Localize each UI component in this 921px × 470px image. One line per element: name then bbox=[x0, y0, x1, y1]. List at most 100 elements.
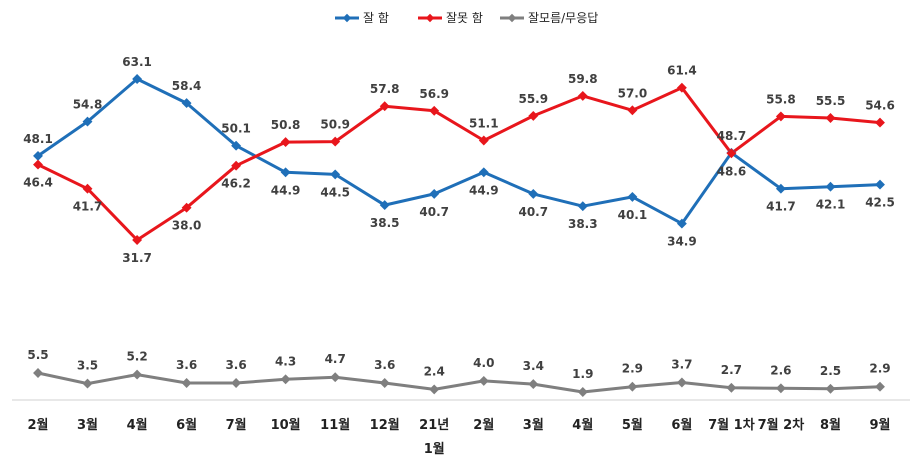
data-point-bad bbox=[280, 137, 291, 148]
data-point-good bbox=[875, 179, 885, 190]
data-point-bad bbox=[132, 235, 143, 245]
data-label-good: 58.4 bbox=[172, 79, 202, 93]
data-label-unknown: 2.4 bbox=[424, 364, 445, 378]
data-point-good bbox=[676, 218, 687, 229]
legend-label: 잘못 함 bbox=[446, 11, 483, 25]
data-point-bad bbox=[775, 111, 786, 122]
data-point-bad bbox=[577, 90, 588, 101]
data-label-unknown: 4.0 bbox=[473, 356, 494, 370]
data-point-unknown bbox=[181, 378, 192, 388]
data-label-good: 42.1 bbox=[816, 198, 846, 212]
legend-swatch-marker bbox=[425, 13, 435, 23]
data-label-bad: 59.8 bbox=[568, 72, 598, 86]
data-point-bad bbox=[528, 110, 539, 121]
data-label-bad: 55.8 bbox=[766, 92, 796, 106]
data-label-unknown: 2.9 bbox=[622, 362, 643, 376]
data-point-unknown bbox=[676, 377, 687, 388]
data-label-bad: 38.0 bbox=[172, 219, 202, 233]
x-tick-label: 7월 1차 bbox=[708, 417, 755, 433]
data-point-unknown bbox=[231, 378, 242, 388]
data-point-unknown bbox=[528, 379, 539, 390]
x-tick-label: 4월 bbox=[572, 417, 593, 433]
data-label-bad: 54.6 bbox=[865, 99, 895, 113]
x-tick-label: 7월 2차 bbox=[758, 417, 805, 433]
data-point-unknown bbox=[875, 381, 885, 392]
data-label-good: 48.7 bbox=[717, 129, 747, 143]
data-label-unknown: 4.3 bbox=[275, 354, 296, 368]
x-tick-label: 10월 bbox=[271, 417, 301, 433]
data-point-unknown bbox=[627, 381, 638, 392]
legend: 잘 함 잘못 함 잘모름/무응답 bbox=[335, 11, 598, 25]
data-point-unknown bbox=[429, 384, 440, 395]
data-point-good bbox=[379, 200, 390, 211]
data-label-unknown: 3.6 bbox=[374, 358, 395, 372]
data-label-unknown: 3.6 bbox=[225, 358, 246, 372]
data-label-good: 54.8 bbox=[73, 98, 103, 112]
x-tick-label: 6월 bbox=[176, 417, 197, 433]
legend-item-bad: 잘못 함 bbox=[418, 11, 483, 25]
x-tick-label: 9월 bbox=[869, 417, 890, 433]
data-label-good: 40.7 bbox=[518, 205, 548, 219]
series-line-bad bbox=[37, 86, 881, 242]
legend-label: 잘 함 bbox=[363, 11, 389, 25]
data-point-good bbox=[825, 181, 836, 192]
data-label-bad: 55.9 bbox=[518, 92, 548, 106]
data-label-bad: 46.2 bbox=[221, 177, 251, 191]
x-tick-labels: 2월 3월 4월 6월 7월 10월 11월 12월 21년 1월 2월 3월 4월 5월 6월 7월 1차 7… bbox=[27, 417, 890, 457]
data-label-unknown: 2.7 bbox=[721, 363, 742, 377]
data-point-unknown bbox=[825, 383, 836, 394]
data-point-unknown bbox=[379, 378, 390, 388]
series-lines bbox=[37, 77, 881, 394]
legend-item-unknown: 잘모름/무응답 bbox=[500, 11, 598, 25]
data-point-bad bbox=[33, 159, 43, 170]
legend-label: 잘모름/무응답 bbox=[528, 11, 598, 25]
data-point-bad bbox=[676, 82, 687, 93]
x-tick-label: 4월 bbox=[127, 417, 148, 433]
legend-swatch-marker bbox=[342, 13, 352, 23]
data-label-bad: 41.7 bbox=[73, 200, 103, 214]
data-label-bad: 31.7 bbox=[122, 251, 152, 265]
data-label-unknown: 5.5 bbox=[27, 348, 48, 362]
data-label-good: 63.1 bbox=[122, 55, 152, 69]
data-point-bad bbox=[627, 105, 638, 116]
data-point-bad bbox=[875, 117, 885, 128]
data-point-bad bbox=[181, 202, 192, 213]
data-label-bad: 57.0 bbox=[618, 86, 648, 100]
data-point-bad bbox=[82, 183, 93, 194]
x-tick-label: 21년 1월 bbox=[419, 418, 449, 457]
data-point-good bbox=[231, 140, 242, 151]
data-label-good: 48.1 bbox=[23, 132, 53, 146]
data-label-good: 41.7 bbox=[766, 200, 796, 214]
data-point-bad bbox=[330, 136, 341, 147]
data-point-good bbox=[330, 169, 341, 180]
data-label-good: 50.1 bbox=[221, 122, 251, 136]
data-label-unknown: 3.4 bbox=[523, 359, 544, 373]
data-labels: 48.1 54.8 63.1 58.4 50.1 44.9 44.5 38.5 40.7 44.9… bbox=[23, 55, 895, 381]
data-label-unknown: 4.7 bbox=[325, 352, 346, 366]
data-point-unknown bbox=[33, 368, 43, 378]
data-label-bad: 56.9 bbox=[419, 87, 449, 101]
data-label-good: 42.5 bbox=[865, 196, 895, 210]
data-label-unknown: 3.6 bbox=[176, 358, 197, 372]
data-point-good bbox=[627, 191, 638, 202]
data-label-good: 40.7 bbox=[419, 205, 449, 219]
data-point-bad bbox=[825, 113, 836, 123]
series-markers bbox=[33, 74, 885, 397]
x-tick-label: 5월 bbox=[622, 417, 643, 433]
data-point-bad bbox=[726, 148, 737, 159]
data-point-good bbox=[132, 74, 143, 84]
data-label-good: 40.1 bbox=[618, 208, 648, 222]
data-point-unknown bbox=[775, 383, 786, 394]
data-point-unknown bbox=[280, 374, 291, 385]
data-label-bad: 48.6 bbox=[717, 164, 747, 178]
data-point-unknown bbox=[82, 378, 93, 389]
x-tick-label: 2월 bbox=[27, 417, 48, 433]
data-label-unknown: 1.9 bbox=[572, 367, 593, 381]
data-label-unknown: 3.5 bbox=[77, 359, 98, 373]
data-point-bad bbox=[478, 135, 489, 146]
series-line-unknown bbox=[37, 371, 881, 394]
data-label-good: 44.5 bbox=[320, 185, 350, 199]
data-point-good bbox=[775, 183, 786, 194]
x-tick-label: 2월 bbox=[473, 417, 494, 433]
